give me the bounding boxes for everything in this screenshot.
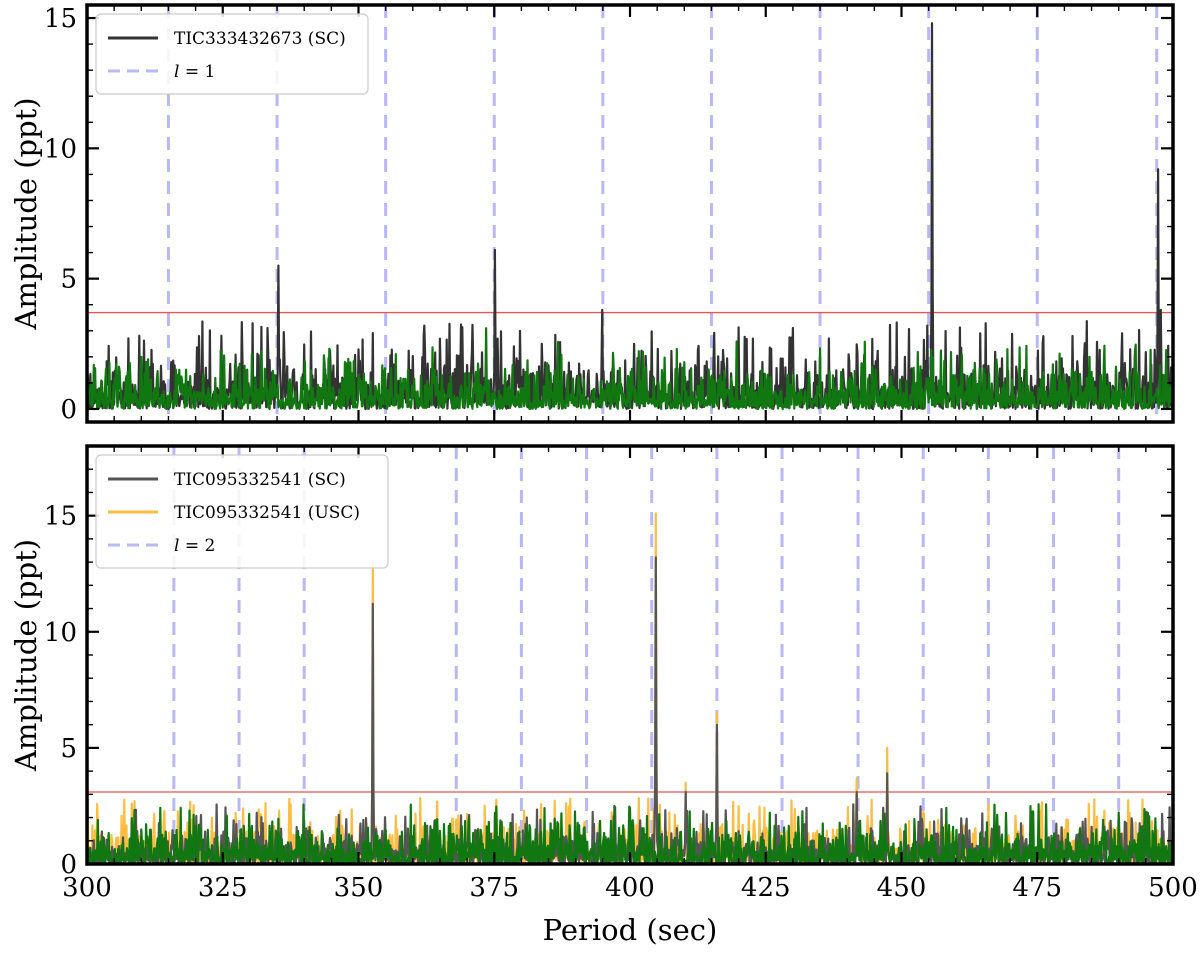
bottom-panel: 0 5 10 15 300 325 350 375 400 425 450 475 500 Amplit… xyxy=(9,444,1198,947)
bottom-tick-labels: 0 5 10 15 300 325 350 375 400 425 450 475 500 xyxy=(44,502,1198,903)
top-panel: 0 5 10 15 Amplitude (ppt) TIC333432673 (SC)… xyxy=(9,3,1175,425)
x-tick-label-7: 475 xyxy=(1012,873,1062,903)
y-tick-label-1: 5 xyxy=(60,734,77,764)
y-tick-label-1: 5 xyxy=(60,265,77,295)
y-tick-label-3: 15 xyxy=(44,4,77,34)
x-axis-label: Period (sec) xyxy=(543,913,718,947)
top-tick-labels: 0 5 10 15 xyxy=(44,4,77,425)
legend-label-0: TIC333432673 (SC) xyxy=(174,29,346,49)
top-y-axis-label: Amplitude (ppt) xyxy=(9,97,43,330)
y-tick-label-0: 0 xyxy=(60,395,77,425)
x-tick-label-0: 300 xyxy=(62,873,112,903)
x-tick-label-2: 350 xyxy=(334,873,384,903)
legend-box xyxy=(95,13,369,95)
legend-label-0: TIC095332541 (SC) xyxy=(174,470,346,490)
top-mode-lines xyxy=(166,5,1159,422)
bottom-frame xyxy=(85,444,1175,866)
x-tick-label-8: 500 xyxy=(1148,873,1198,903)
y-tick-label-2: 10 xyxy=(44,618,77,648)
y-tick-label-0: 0 xyxy=(60,850,77,880)
legend-label-2: l = 2 xyxy=(174,536,215,556)
series-line-1 xyxy=(85,327,1175,411)
x-tick-label-4: 400 xyxy=(605,873,655,903)
top-frame xyxy=(85,3,1175,424)
x-tick-label-1: 325 xyxy=(198,873,248,903)
legend-label-1: l = 1 xyxy=(174,62,215,82)
top-series xyxy=(85,22,1175,411)
x-tick-label-5: 425 xyxy=(741,873,791,903)
legend-box xyxy=(95,454,389,569)
series-line-2 xyxy=(85,803,1175,866)
x-tick-label-6: 450 xyxy=(877,873,927,903)
x-tick-label-3: 375 xyxy=(469,873,519,903)
bottom-y-axis-label: Amplitude (ppt) xyxy=(9,539,43,772)
bottom-legend: TIC095332541 (SC) TIC095332541 (USC) l = 2 xyxy=(95,454,389,569)
top-legend: TIC333432673 (SC) l = 1 xyxy=(95,13,369,95)
legend-label-1: TIC095332541 (USC) xyxy=(174,503,360,523)
y-tick-label-3: 15 xyxy=(44,502,77,532)
y-tick-label-2: 10 xyxy=(44,134,77,164)
